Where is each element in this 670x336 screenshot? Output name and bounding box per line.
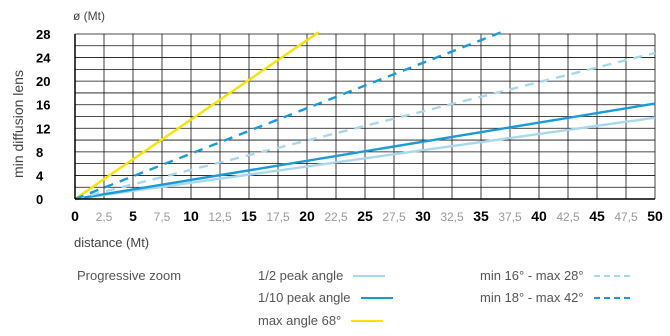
legend-swatch: [360, 296, 393, 299]
y-axis-label: min diffusion lens: [10, 70, 26, 178]
x-tick-label: 42,5: [556, 210, 580, 224]
x-tick-label: 25: [357, 208, 373, 224]
series-line-3: [74, 31, 320, 200]
legend-label: min 16° - max 28°: [480, 268, 584, 283]
legend-label: min 18° - max 42°: [480, 290, 584, 305]
y-tick-label: 28: [36, 27, 50, 42]
legend-item-max-angle: max angle 68°: [258, 313, 384, 328]
y-tick-label: 24: [36, 51, 51, 66]
x-tick-label: 7,5: [154, 210, 171, 224]
series-lines: [74, 29, 656, 201]
legend-label: 1/2 peak angle: [258, 268, 344, 283]
axes: [74, 34, 655, 200]
x-tick-label: 17,5: [266, 210, 290, 224]
legend-title-text: Progressive zoom: [77, 268, 182, 283]
x-tick-label: 32,5: [440, 210, 464, 224]
y-tick-label: 4: [36, 168, 44, 183]
legend-swatch: [351, 319, 384, 322]
y-tick-label: 12: [36, 121, 50, 136]
x-axis-label: distance (Mt): [74, 235, 149, 250]
legend-item-half-peak: 1/2 peak angle: [258, 268, 386, 283]
x-tick-label: 10: [183, 208, 199, 224]
legend-title: Progressive zoom: [77, 268, 181, 283]
series-line-2: [74, 102, 656, 201]
x-tick-label: 0: [71, 208, 79, 224]
x-tick-label: 15: [241, 208, 257, 224]
x-tick-label: 50: [647, 208, 663, 224]
y-tick-labels: 0 4 8 12 16 20 24 28: [36, 27, 51, 207]
y-tick-label: 8: [36, 145, 43, 160]
x-tick-label: 47,5: [614, 210, 638, 224]
x-tick-label: 20: [299, 208, 315, 224]
legend-swatch: [353, 274, 386, 277]
x-tick-label: 27,5: [382, 210, 406, 224]
x-tick-label: 40: [531, 208, 547, 224]
series-line-1: [74, 116, 656, 201]
y-unit-label: ø (Mt): [73, 9, 105, 23]
x-tick-labels: 0 2,5 5 7,5 10 12,5 15 17,5 20 22,5 25 27,5 30 32,5 35…: [71, 208, 663, 224]
y-tick-label: 0: [36, 192, 43, 207]
legend-label: 1/10 peak angle: [258, 290, 351, 305]
legend-label: max angle 68°: [258, 313, 342, 328]
x-tick-label: 30: [415, 208, 431, 224]
x-tick-label: 2,5: [96, 210, 113, 224]
y-tick-label: 16: [36, 98, 50, 113]
x-tick-label: 37,5: [498, 210, 522, 224]
series-line-4: [74, 51, 656, 201]
legend-item-zoom-18-42: min 18° - max 42°: [480, 290, 630, 305]
x-tick-label: 5: [129, 208, 137, 224]
legend-item-zoom-16-28: min 16° - max 28°: [480, 268, 630, 283]
x-tick-label: 22,5: [324, 210, 348, 224]
legend-swatch: [593, 296, 630, 299]
legend-item-tenth-peak: 1/10 peak angle: [258, 290, 393, 305]
y-tick-label: 20: [36, 74, 50, 89]
legend-swatch: [593, 274, 630, 277]
x-tick-label: 35: [473, 208, 489, 224]
x-tick-label: 12,5: [208, 210, 232, 224]
x-tick-label: 45: [589, 208, 605, 224]
series-line-5: [74, 29, 505, 201]
